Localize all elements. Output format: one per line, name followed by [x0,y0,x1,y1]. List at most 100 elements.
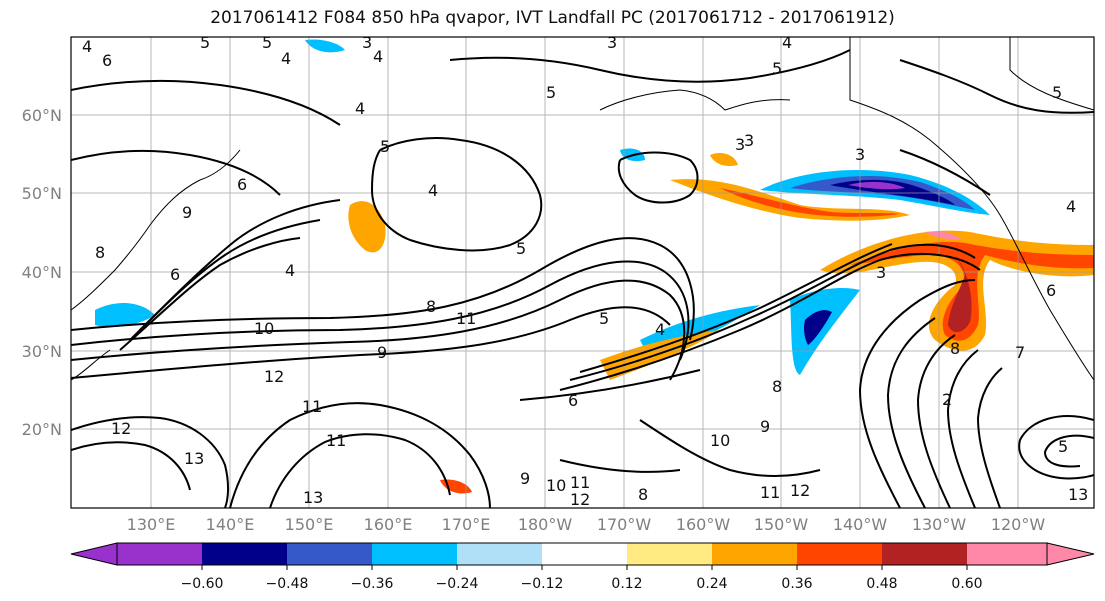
colorbar-segment [712,543,797,565]
contour-label: 4 [1066,197,1076,216]
lon-label: 180°W [518,515,573,534]
contour-label: 6 [102,51,112,70]
colorbar-segment [882,543,967,565]
colorbar-extend-max [1046,542,1095,566]
positive-anomaly-region [670,179,910,221]
contour-label: 4 [373,47,383,66]
lon-label: 160°W [676,515,731,534]
contour-label: 5 [1058,437,1068,456]
contour-label: 3 [735,135,745,154]
contour-label: 11 [760,483,780,502]
lon-label: 150°E [285,515,334,534]
colorbar-tick-label: 0.24 [696,576,727,592]
contour-label: 2 [942,390,952,409]
contour-label: 9 [760,417,770,436]
contour-label: 9 [182,203,192,222]
contour-label: 5 [380,137,390,156]
colorbar-segment [457,543,542,565]
colorbar-segment [797,543,882,565]
map-frame [70,36,1095,509]
colorbar: −0.60 −0.48 −0.36 −0.24 −0.12 0.12 0.24 … [70,542,1095,592]
colorbar-tick-label: 0.36 [781,576,812,592]
colorbar-extend-min [70,542,118,566]
contour-label: 4 [782,33,792,52]
positive-anomaly-region [850,241,1094,341]
lon-label: 130°W [912,515,967,534]
contour-label-group: 4 5 3 4 6 5 4 5 4 3 5 4 3 6 5 4 8 9 5 4 … [82,33,1088,509]
contour-label: 6 [568,391,578,410]
contour-label: 4 [82,37,92,56]
colorbar-segment [372,543,457,565]
contour-label: 3 [362,33,372,52]
contour-label: 5 [599,309,609,328]
contour-label: 5 [200,33,210,52]
contour-label: 4 [285,261,295,280]
positive-anomaly-region [348,201,386,253]
colorbar-tick-label: −0.48 [266,576,309,592]
colorbar-tick-label: 0.48 [866,576,897,592]
contour-label: 8 [638,485,648,504]
lat-label: 50°N [22,184,62,203]
lon-label: 140°E [206,515,255,534]
ivt-contours [71,49,1094,508]
contour-label: 4 [355,99,365,118]
contour-label: 12 [570,490,590,509]
contour-label: 11 [570,473,590,492]
colorbar-tick-label: −0.60 [181,576,224,592]
contour-label: 3 [744,131,754,150]
colorbar-tick-label: 0.12 [611,576,642,592]
contour-label: 8 [95,243,105,262]
contour-label: 8 [772,377,782,396]
map-area: 4 5 3 4 6 5 4 5 4 3 5 4 3 6 5 4 8 9 5 4 … [71,33,1094,509]
graticule [71,37,1094,508]
contour-label: 13 [303,488,323,507]
colorbar-segment [627,543,712,565]
contour-label: 5 [516,239,526,258]
positive-anomaly-region [948,255,972,333]
colorbar-tick-label: −0.12 [521,576,564,592]
positive-anomaly-region [710,153,738,166]
contour-label: 3 [876,263,886,282]
lon-label: 160°E [364,515,413,534]
contour-label: 12 [264,367,284,386]
lat-label: 20°N [22,420,62,439]
lat-label: 30°N [22,342,62,361]
contour-label: 4 [428,181,438,200]
positive-anomaly-region [440,479,472,494]
negative-anomaly-region [95,303,155,327]
colorbar-segment [542,543,627,565]
colorbar-segment [967,543,1047,565]
latitude-labels: 60°N 50°N 40°N 30°N 20°N [22,106,62,439]
contour-label: 9 [520,469,530,488]
contour-label: 3 [855,145,865,164]
contour-label: 10 [546,476,566,495]
lon-label: 170°E [442,515,491,534]
contour-label: 6 [170,265,180,284]
colorbar-segment [287,543,372,565]
contour-label: 5 [546,83,556,102]
contour-label: 5 [262,33,272,52]
map-title: 2017061412 F084 850 hPa qvapor, IVT Land… [210,8,895,28]
contour-label: 8 [426,297,436,316]
contour-label: 11 [326,431,346,450]
contour-label: 12 [111,419,131,438]
lon-label: 120°W [991,515,1046,534]
positive-anomaly-region [720,188,900,217]
contour-label: 10 [254,319,274,338]
lon-label: 130°E [127,515,176,534]
contour-label: 5 [1052,83,1062,102]
contour-label: 6 [1046,281,1056,300]
negative-anomaly-region [804,310,832,345]
lat-label: 60°N [22,106,62,125]
contour-label: 4 [281,49,291,68]
negative-anomaly-region [790,288,860,375]
contour-label: 11 [302,397,322,416]
lon-label: 140°W [833,515,888,534]
contour-label: 9 [377,343,387,362]
colorbar-segment [117,543,202,565]
longitude-labels: 130°E 140°E 150°E 160°E 170°E 180°W 170°… [127,515,1046,534]
colorbar-tick-label: 0.60 [951,576,982,592]
negative-anomaly-region [848,181,905,190]
contour-label: 13 [184,449,204,468]
